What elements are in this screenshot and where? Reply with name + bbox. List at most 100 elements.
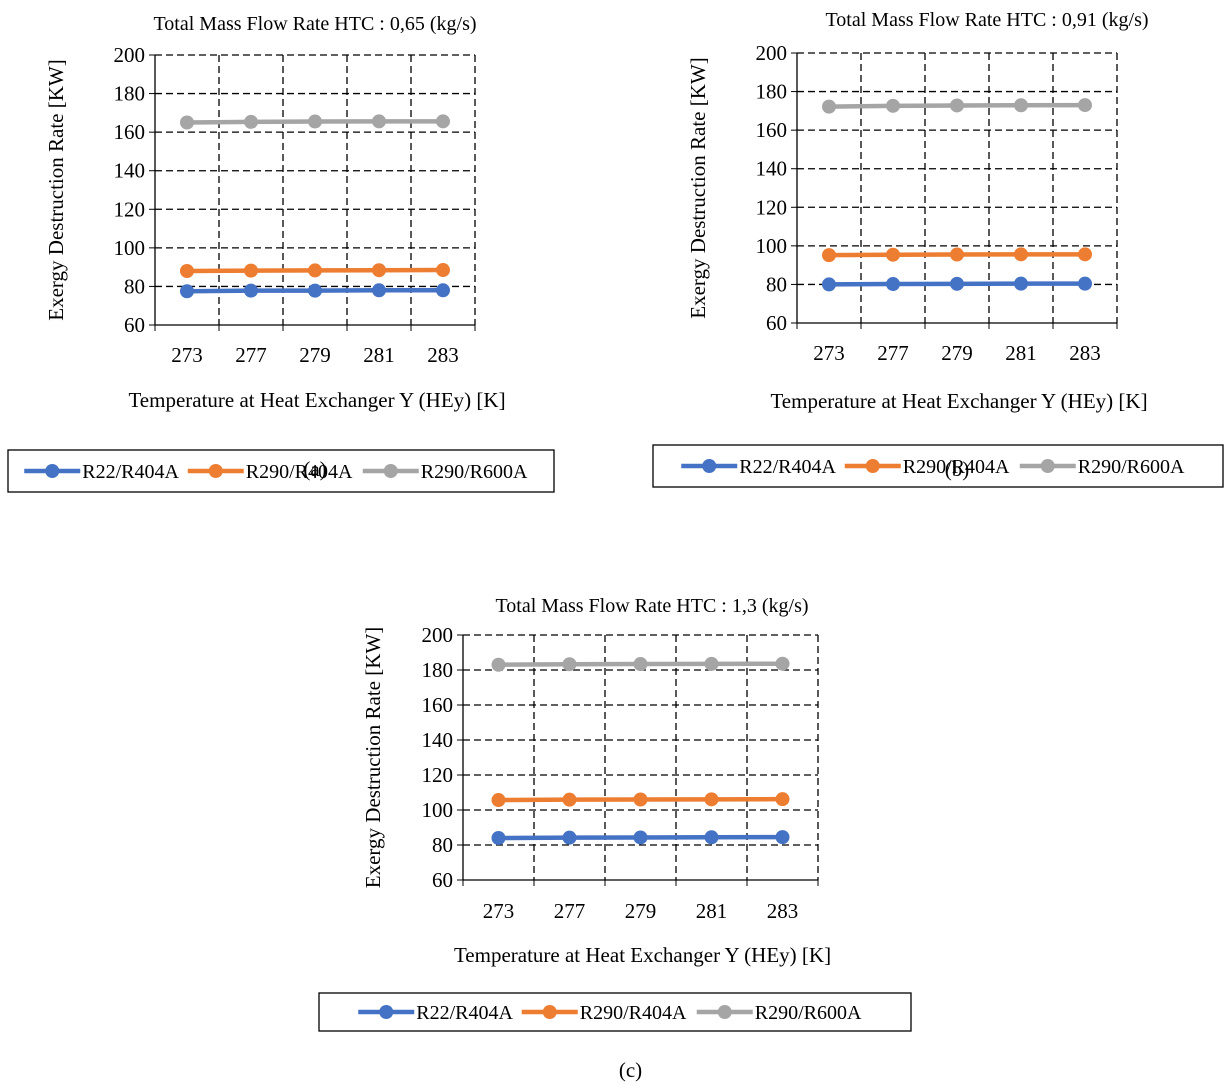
x-axis-label: Temperature at Heat Exchanger Y (HEy) [K… [770,389,1147,413]
y-tick-label: 200 [114,43,146,67]
x-tick-label: 279 [299,343,331,367]
y-tick-label: 60 [124,313,145,337]
y-tick-label: 180 [422,658,454,682]
data-point [308,263,322,278]
x-axis-label: Temperature at Heat Exchanger Y (HEy) [K… [454,943,831,967]
data-point [372,263,386,278]
panel-label: (b) [945,457,970,481]
x-tick-label: 277 [554,899,586,923]
y-tick-label: 100 [756,234,788,258]
data-point [308,114,322,129]
y-tick-label: 60 [766,311,787,335]
x-tick-label: 277 [235,343,267,367]
legend-label: R290/R404A [246,461,353,483]
data-point [562,830,577,845]
chart-panel-2: Total Mass Flow Rate HTC : 0,91 (kg/s) 60… [652,9,1224,488]
y-tick-label: 120 [114,197,146,221]
legend-label: R290/R600A [1078,456,1185,478]
x-axis-label: Temperature at Heat Exchanger Y (HEy) [K… [128,388,505,412]
data-point [180,115,194,130]
y-axis-label: Exergy Destruction Rate [KW] [361,627,385,888]
x-tick-label: 283 [767,899,799,923]
data-point [704,656,719,671]
y-tick-label: 140 [756,157,788,181]
legend-swatch-marker [383,464,398,478]
chart-title: Total Mass Flow Rate HTC : 0,65 (kg/s) [153,13,476,35]
data-point [372,283,386,298]
data-point [886,277,900,292]
y-tick-label: 160 [114,120,146,144]
x-tick-label: 281 [363,343,395,367]
y-tick-label: 80 [766,272,787,296]
y-tick-label: 140 [422,728,454,752]
legend-label: R290/R600A [755,1002,862,1024]
legend-swatch-marker [702,459,717,473]
data-point [1014,276,1028,291]
x-tick-label: 273 [483,899,515,923]
data-point [491,831,506,845]
data-point [308,283,322,298]
legend-label: R22/R404A [416,1002,513,1024]
data-point [704,792,719,807]
data-point [822,99,836,114]
chart-title: Total Mass Flow Rate HTC : 0,91 (kg/s) [825,9,1148,31]
panel-label: (a) [303,457,326,481]
legend-swatch-marker [865,459,880,473]
data-point [950,247,964,262]
chart-title: Total Mass Flow Rate HTC : 1,3 (kg/s) [495,595,808,617]
data-point [491,793,506,808]
x-tick-label: 277 [877,341,909,365]
data-point [633,657,648,672]
y-tick-label: 60 [432,868,453,892]
data-point [775,830,790,845]
legend-swatch-marker [542,1005,557,1019]
legend: R22/R404A R290/R404A R290/R600A [7,449,555,493]
data-point [436,263,450,278]
data-point [562,792,577,807]
legend: R22/R404A R290/R404A R290/R600A [652,444,1224,488]
legend-label: R22/R404A [82,461,179,483]
y-tick-label: 180 [114,82,146,106]
x-tick-label: 283 [1069,341,1101,365]
y-tick-label: 80 [124,274,145,298]
legend-box [7,449,555,493]
data-point [1014,247,1028,262]
data-point [775,656,790,671]
legend-swatch-marker [379,1005,394,1019]
legend-swatch-marker [208,464,223,478]
data-point [180,284,194,299]
x-tick-label: 279 [625,899,657,923]
y-tick-label: 120 [422,763,454,787]
data-point [822,277,836,292]
y-tick-label: 160 [756,118,788,142]
data-point [633,830,648,845]
data-point [562,657,577,672]
data-point [1078,98,1092,113]
data-point [1078,276,1092,291]
chart-panel-3: Total Mass Flow Rate HTC : 1,3 (kg/s) 60 8… [318,595,912,1082]
data-point [244,283,258,298]
data-point [244,114,258,129]
legend-label: R290/R404A [903,456,1010,478]
legend-swatch-marker [45,464,60,478]
y-tick-label: 180 [756,80,788,104]
legend-swatch-marker [717,1005,732,1019]
data-point [372,114,386,129]
data-point [950,276,964,291]
y-tick-label: 80 [432,833,453,857]
y-tick-label: 200 [756,41,788,65]
data-point [244,263,258,278]
data-point [633,792,648,807]
data-point [886,247,900,262]
data-point [1078,247,1092,262]
y-axis-label: Exergy Destruction Rate [KW] [44,59,68,320]
data-point [436,114,450,129]
x-tick-label: 283 [427,343,459,367]
panel-label: (c) [619,1058,642,1082]
x-tick-label: 273 [171,343,203,367]
legend: R22/R404A R290/R404A R290/R600A [318,992,912,1032]
data-point [491,657,506,672]
data-point [1014,98,1028,113]
data-point [180,264,194,278]
